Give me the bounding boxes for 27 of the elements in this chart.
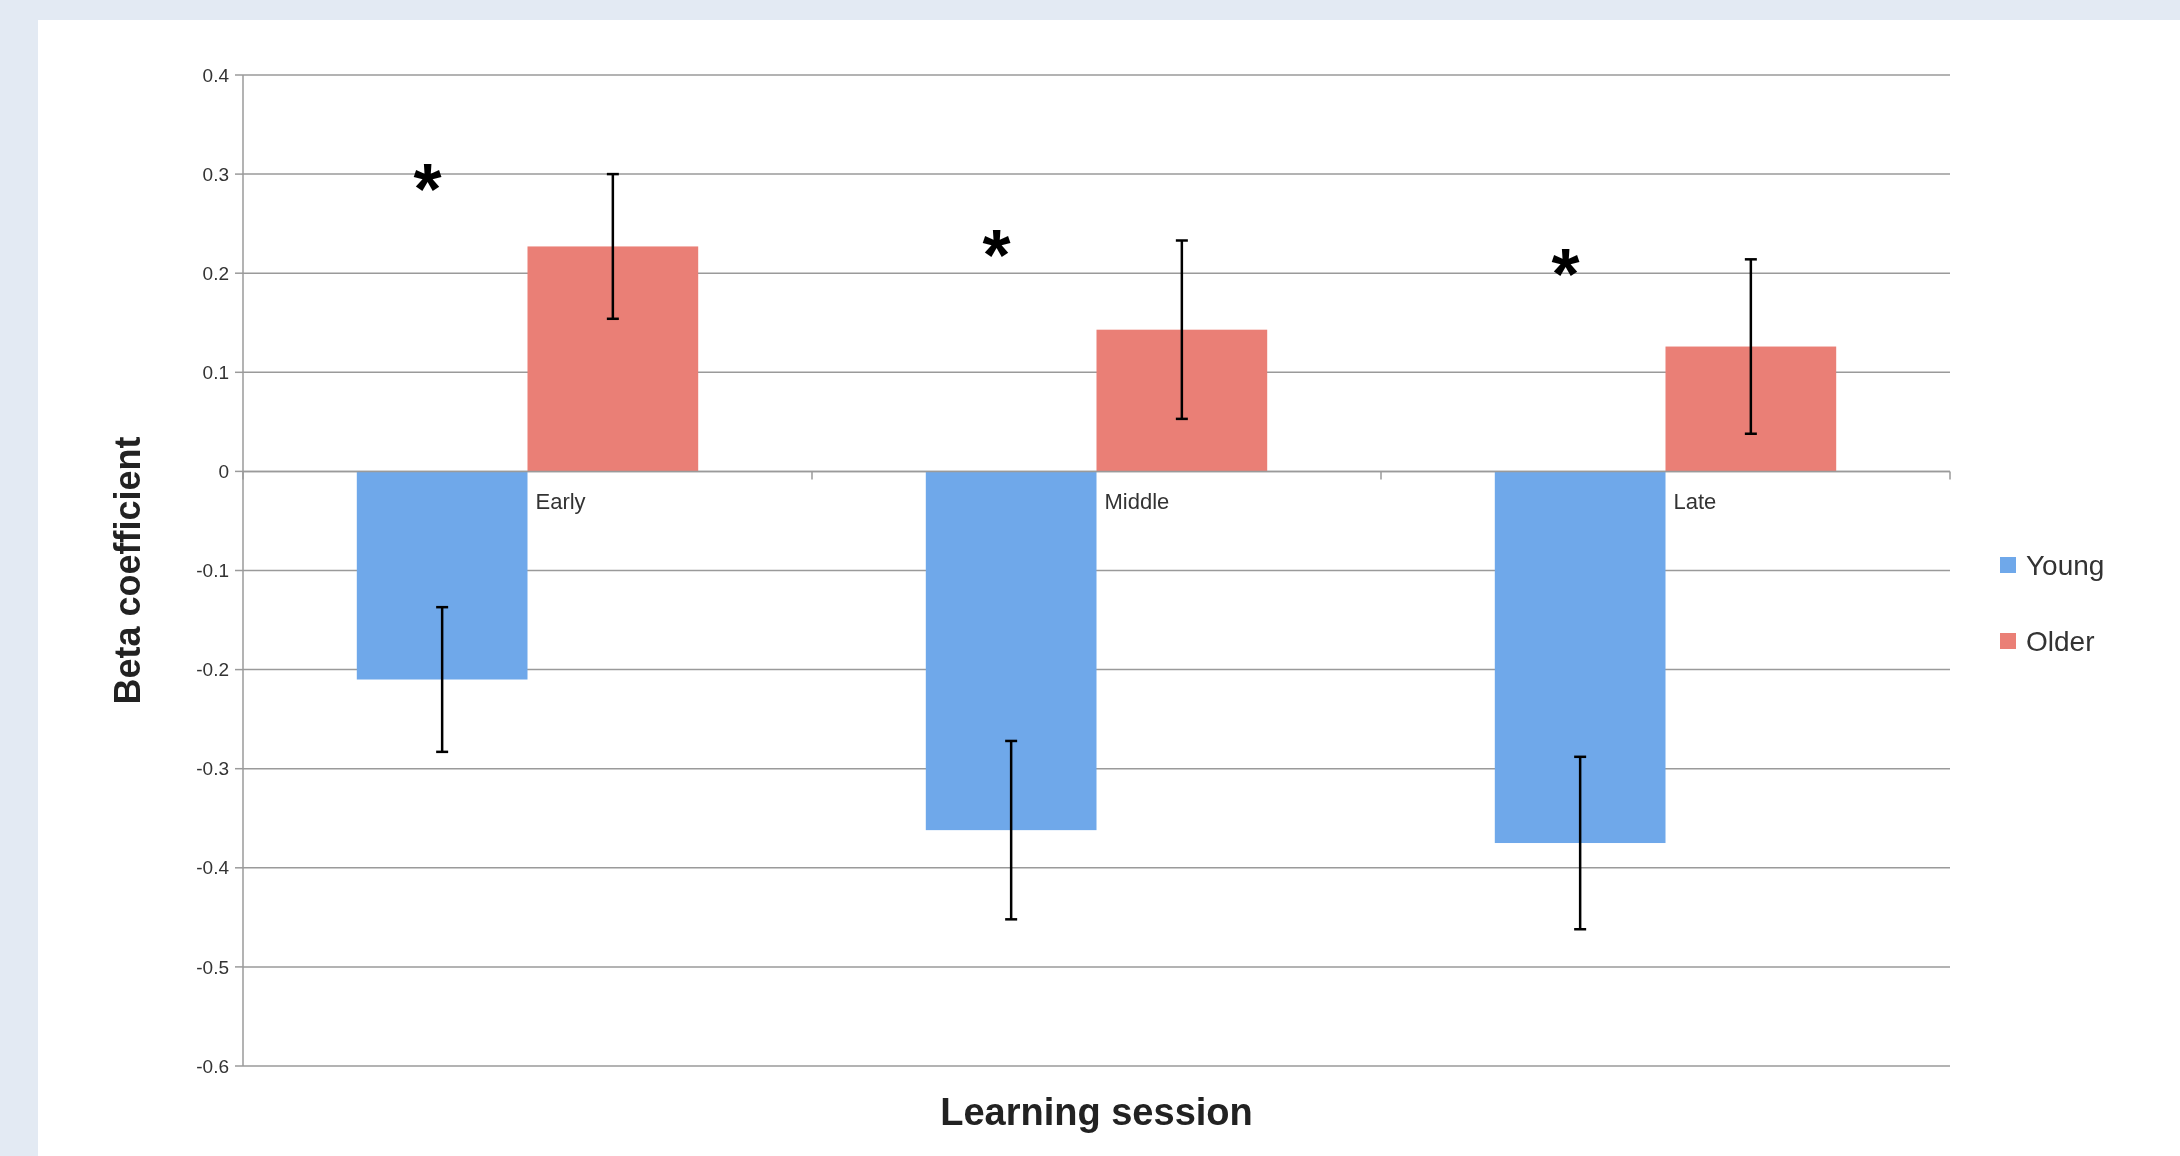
y-tick-label: 0.3 (202, 163, 229, 185)
bar (356, 471, 528, 680)
annotation: * (982, 215, 1011, 296)
y-tick-label: 0.1 (202, 361, 229, 383)
y-tick-label: -0.4 (196, 857, 230, 879)
y-tick-label: 0 (218, 461, 229, 483)
bar (527, 246, 699, 472)
x-tick-label: Middle (1104, 489, 1170, 515)
y-tick-label: -0.6 (196, 1055, 229, 1077)
annotation: * (1551, 234, 1580, 315)
bar (925, 471, 1097, 831)
y-tick-label: 0.2 (202, 262, 229, 284)
x-tick-label: Early (535, 489, 586, 515)
bar (1096, 329, 1268, 472)
annotation: * (413, 149, 442, 230)
y-axis-title: Beta coefficient (107, 436, 148, 705)
x-axis-title: Learning session (940, 1091, 1253, 1133)
bar (1494, 471, 1666, 844)
y-tick-label: -0.3 (196, 758, 229, 780)
y-tick-label: -0.5 (196, 956, 229, 978)
legend-label: Older (2026, 625, 2095, 657)
bar (1665, 346, 1837, 472)
x-tick-label: Late (1673, 489, 1717, 515)
y-tick-label: -0.1 (196, 560, 229, 582)
y-tick-label: 0.4 (202, 64, 230, 86)
y-tick-label: -0.2 (196, 659, 229, 681)
legend-label: Young (2026, 549, 2105, 581)
